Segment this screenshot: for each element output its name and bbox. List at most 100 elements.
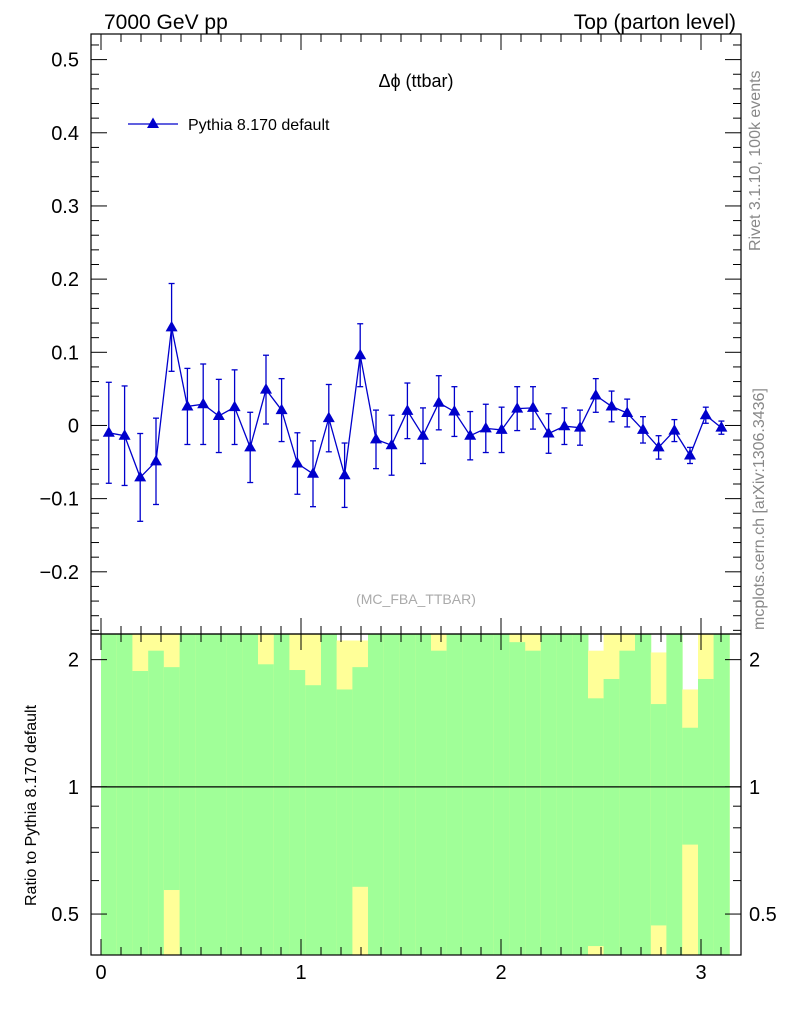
data-point	[260, 383, 272, 394]
main-ytick-label: −0.2	[40, 562, 79, 584]
ratio-band-inner	[101, 634, 118, 955]
ratio-band-inner	[713, 634, 730, 955]
ratio-ytick-label: 0.5	[51, 904, 79, 926]
chart-title: Δϕ (ttbar)	[378, 71, 453, 91]
data-point	[479, 421, 492, 433]
data-point	[495, 423, 508, 434]
ratio-band-inner	[509, 642, 526, 955]
data-point	[228, 400, 241, 412]
ratio-band-inner	[352, 667, 369, 887]
ratio-band-inner	[603, 678, 620, 955]
data-point	[212, 409, 225, 420]
data-point	[417, 429, 429, 440]
data-point	[432, 396, 445, 407]
data-point	[118, 429, 131, 440]
data-point	[322, 411, 335, 423]
data-point	[542, 427, 555, 438]
data-point	[275, 403, 288, 415]
ratio-axes: 0.5 0.5 1 1 2 2 0 1 2 3	[51, 633, 777, 984]
ratio-band-inner	[383, 634, 400, 955]
data-point	[150, 454, 162, 466]
ratio-band-inner	[666, 634, 683, 955]
ratio-band-inner	[399, 634, 416, 955]
data-point	[589, 388, 602, 400]
ratio-band-inner	[273, 634, 290, 955]
ratio-ytick-label-right: 2	[749, 650, 760, 672]
ratio-band-inner	[336, 689, 353, 955]
data-point	[699, 408, 712, 420]
ratio-band-inner	[226, 634, 243, 955]
xtick-label: 2	[495, 962, 506, 984]
legend-marker-icon	[147, 117, 159, 128]
ratio-band-inner	[368, 634, 385, 955]
data-point	[197, 397, 210, 409]
data-point	[134, 470, 147, 482]
ratio-band-inner	[698, 678, 714, 955]
ratio-band-inner	[650, 704, 667, 926]
main-ytick-label: 0	[68, 415, 79, 437]
ratio-band-inner	[258, 664, 275, 955]
header-right: Top (parton level)	[574, 11, 736, 34]
data-point	[338, 468, 351, 480]
ratio-band-inner	[619, 650, 636, 955]
ratio-band-inner	[635, 634, 652, 955]
ratio-band-inner	[431, 650, 447, 955]
main-series	[102, 282, 728, 522]
ratio-band-inner	[540, 634, 557, 955]
series-line	[108, 327, 722, 479]
main-ytick-label: −0.1	[40, 489, 79, 511]
data-point	[684, 448, 696, 460]
legend: Pythia 8.170 default	[128, 117, 330, 134]
data-point	[605, 399, 618, 411]
data-point	[181, 399, 194, 411]
main-ytick-label: 0.3	[51, 196, 79, 218]
ratio-ylabel: Ratio to Pythia 8.170 default	[23, 704, 40, 906]
data-point	[307, 467, 319, 478]
ratio-ytick-label: 2	[68, 650, 79, 672]
ratio-ytick-label: 1	[68, 777, 79, 799]
legend-label: Pythia 8.170 default	[188, 117, 330, 134]
data-point	[370, 432, 382, 444]
main-ytick-label: 0.4	[51, 123, 79, 145]
ratio-band-inner	[415, 634, 432, 955]
data-point	[652, 440, 665, 452]
main-ytick-label: 0.1	[51, 342, 79, 364]
watermark: (MC_FBA_TTBAR)	[356, 591, 476, 607]
ratio-band-inner	[588, 698, 604, 947]
rivet-label: Rivet 3.1.10, 100k events	[747, 70, 764, 251]
ratio-band-inner	[132, 671, 149, 955]
xtick-label: 0	[95, 962, 106, 984]
ratio-band-inner	[682, 727, 699, 845]
ratio-band-inner	[305, 685, 322, 955]
xtick-label: 3	[695, 962, 706, 984]
xtick-label: 1	[295, 962, 306, 984]
data-point	[715, 421, 728, 432]
data-point	[464, 429, 477, 440]
ratio-band-inner	[163, 667, 180, 891]
data-point	[621, 406, 634, 418]
ratio-band-inner	[148, 650, 165, 955]
data-point	[354, 348, 367, 360]
ratio-band-inner	[493, 634, 510, 955]
ratio-ytick-label-right: 0.5	[749, 904, 777, 926]
main-axes: −0.2 −0.1 0 0.1 0.2 0.3 0.4 0.5	[40, 33, 742, 635]
ratio-bands	[91, 634, 741, 955]
data-point	[244, 440, 257, 452]
data-point	[448, 405, 461, 416]
mcplots-label: mcplots.cern.ch [arXiv:1306.3436]	[751, 388, 768, 630]
ratio-band-inner	[462, 634, 479, 955]
ratio-band-inner	[321, 634, 337, 955]
ratio-ytick-label-right: 1	[749, 777, 760, 799]
data-point	[574, 421, 586, 432]
main-frame	[90, 33, 742, 635]
main-ytick-label: 0.2	[51, 269, 79, 291]
data-point	[291, 457, 304, 468]
ratio-band-inner	[556, 634, 573, 955]
data-point	[165, 320, 178, 332]
data-point	[558, 419, 571, 431]
data-point	[668, 424, 681, 435]
ratio-band-inner	[478, 634, 495, 955]
data-point	[102, 426, 115, 437]
data-point	[511, 402, 524, 413]
